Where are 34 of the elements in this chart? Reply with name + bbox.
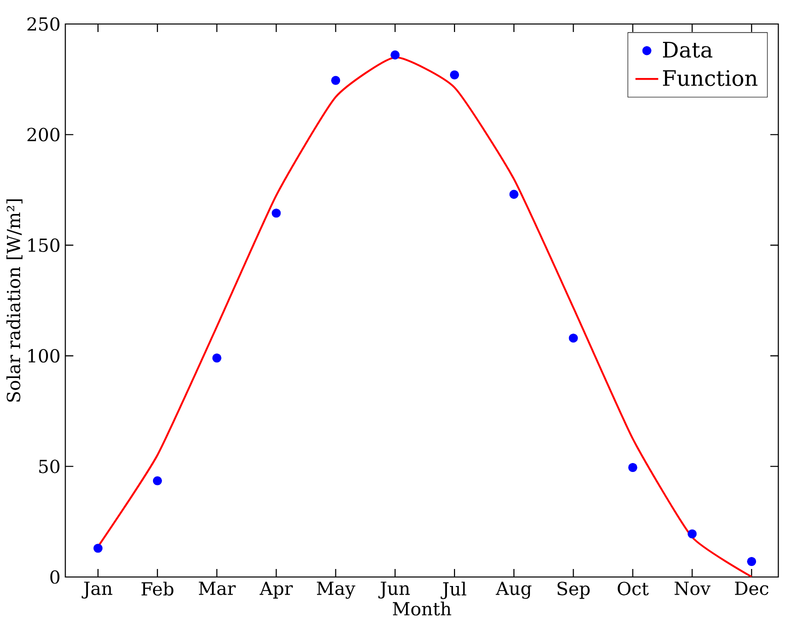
point: [568, 334, 578, 343]
x-tick-label: Nov: [674, 582, 711, 596]
x-tick-label: Jan: [82, 582, 112, 599]
point: [212, 353, 222, 363]
x-tick-label: Oct: [618, 582, 649, 596]
y-tick-label: 150: [28, 238, 60, 252]
x-axis-title: Month: [392, 602, 452, 616]
x-tick-label: May: [316, 582, 356, 599]
point: [152, 476, 162, 486]
point: [688, 529, 697, 538]
x-tick-label: Mar: [198, 582, 236, 596]
y-tick-label: 50: [39, 460, 60, 474]
point: [747, 556, 756, 566]
point: [509, 190, 518, 199]
legend-label: Data: [662, 42, 712, 58]
point: [450, 70, 460, 80]
y-tick-label: 200: [27, 128, 60, 142]
point: [390, 50, 400, 60]
point: [331, 76, 340, 85]
x-tick-label: Dec: [735, 582, 768, 596]
x-tick-label: Jul: [440, 582, 466, 600]
x-tick-label: Aug: [496, 582, 532, 599]
y-tick-label: 100: [28, 348, 60, 363]
legend-label: Function: [662, 70, 758, 86]
x-tick-label: Apr: [260, 582, 293, 599]
y-axis-title: Solar radiation [W/m²]: [6, 199, 22, 402]
point: [628, 462, 638, 472]
y-tick-label: 0: [50, 570, 60, 584]
x-tick-label: Feb: [142, 582, 174, 596]
point: [272, 208, 281, 218]
point: [93, 544, 103, 553]
x-tick-label: Sep: [558, 582, 590, 599]
y-tick-label: 250: [27, 17, 60, 31]
x-tick-label: Jun: [378, 582, 410, 599]
